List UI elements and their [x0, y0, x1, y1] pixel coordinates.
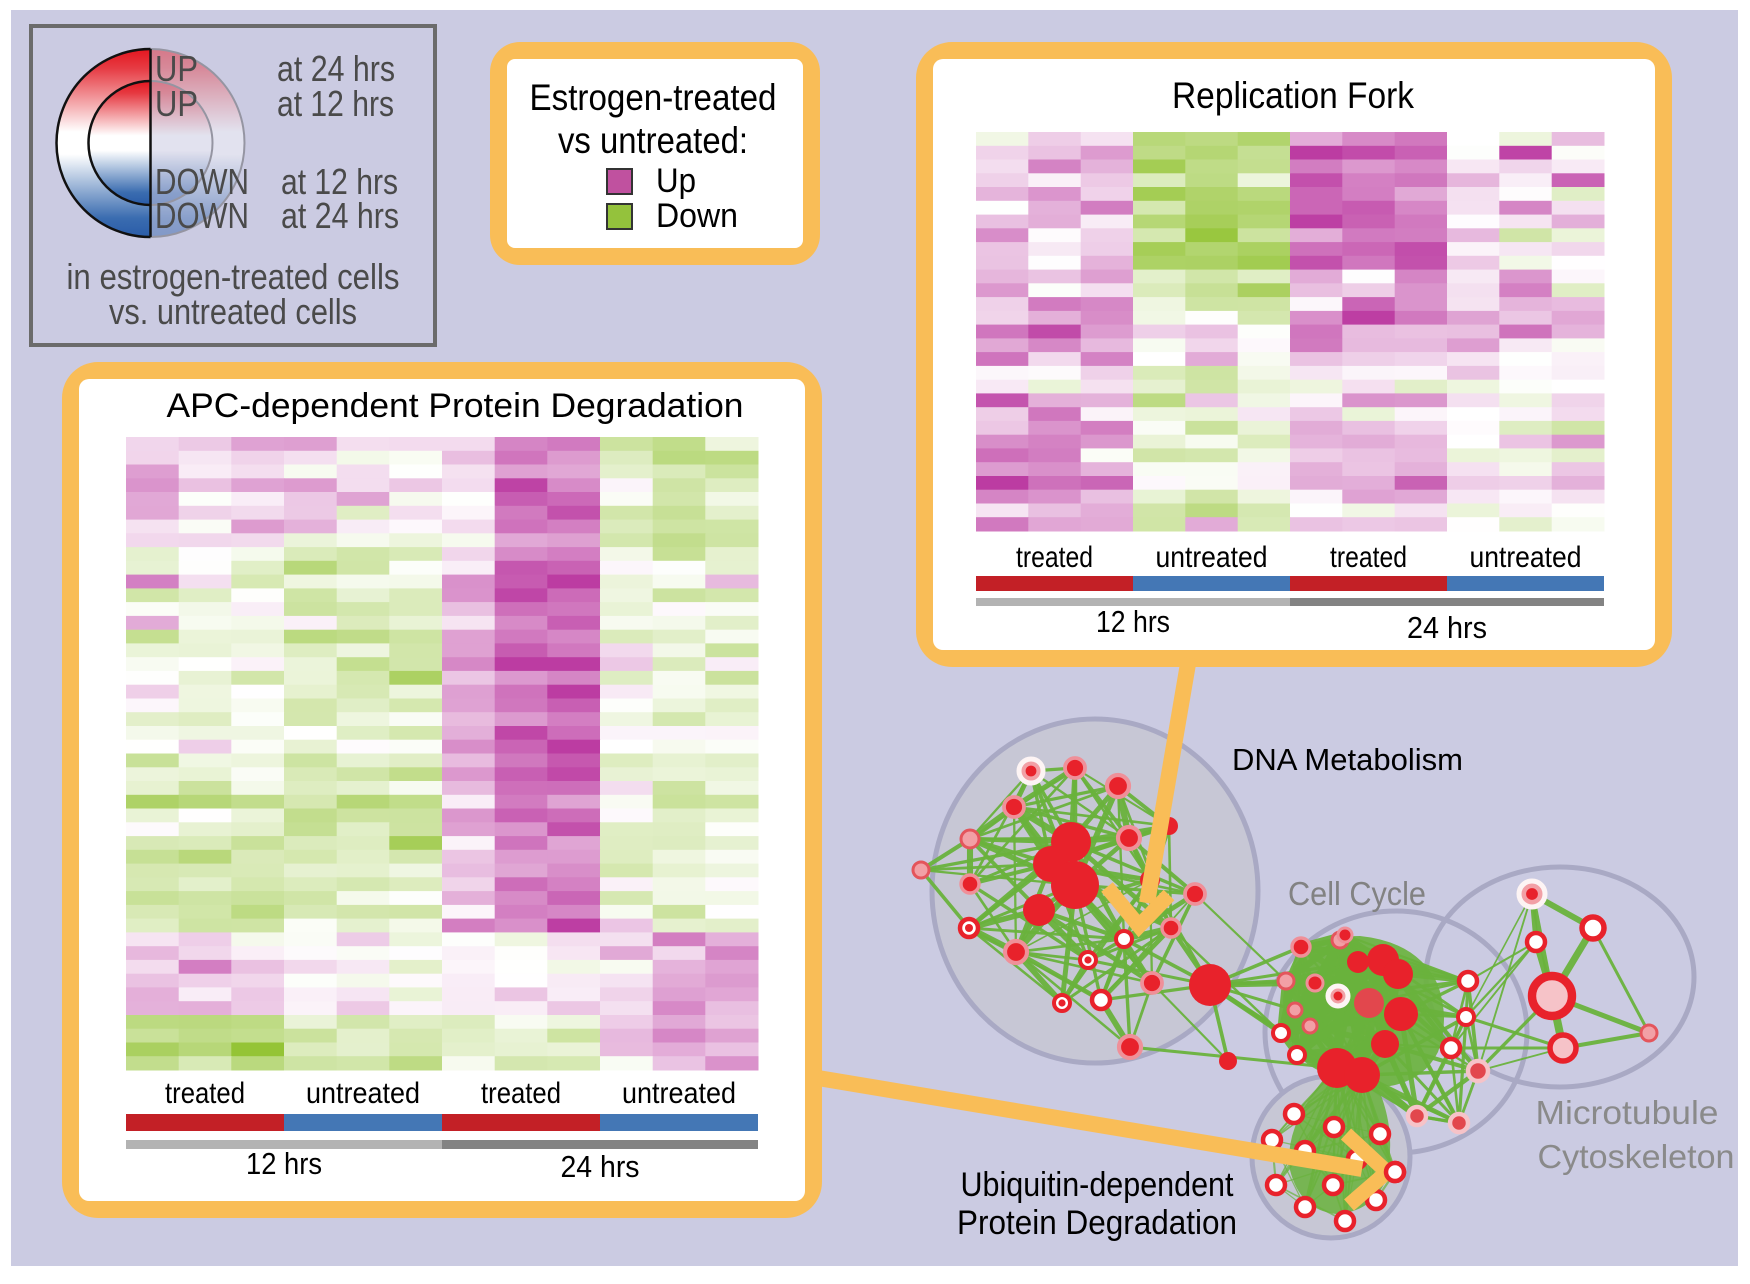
svg-text:treated: treated	[481, 1077, 561, 1110]
svg-text:24 hrs: 24 hrs	[1407, 610, 1487, 645]
svg-text:Replication Fork: Replication Fork	[1172, 75, 1414, 116]
svg-text:DNA Metabolism: DNA Metabolism	[1232, 742, 1463, 777]
svg-text:treated: treated	[165, 1077, 245, 1110]
svg-text:vs. untreated cells: vs. untreated cells	[109, 291, 357, 332]
svg-text:untreated: untreated	[306, 1077, 420, 1110]
svg-text:at 24 hrs: at 24 hrs	[281, 195, 399, 236]
svg-text:at 24 hrs: at 24 hrs	[277, 48, 395, 89]
svg-text:Down: Down	[656, 197, 738, 235]
svg-text:Cytoskeleton: Cytoskeleton	[1538, 1138, 1735, 1175]
svg-text:at 12 hrs: at 12 hrs	[277, 83, 394, 124]
svg-text:UP: UP	[155, 48, 198, 89]
svg-text:Estrogen-treated: Estrogen-treated	[530, 77, 777, 118]
svg-text:UP: UP	[155, 83, 198, 124]
svg-text:Microtubule: Microtubule	[1536, 1094, 1719, 1131]
svg-text:12 hrs: 12 hrs	[246, 1146, 322, 1181]
svg-text:Cell Cycle: Cell Cycle	[1288, 875, 1426, 912]
svg-text:Protein Degradation: Protein Degradation	[957, 1204, 1237, 1242]
svg-text:treated: treated	[1330, 541, 1407, 574]
svg-text:in estrogen-treated cells: in estrogen-treated cells	[67, 256, 400, 297]
svg-text:DOWN: DOWN	[155, 161, 249, 202]
svg-text:vs untreated:: vs untreated:	[558, 120, 748, 161]
svg-text:untreated: untreated	[1470, 541, 1582, 574]
svg-text:DOWN: DOWN	[155, 195, 249, 236]
svg-text:untreated: untreated	[622, 1077, 736, 1110]
svg-text:Ubiquitin-dependent: Ubiquitin-dependent	[961, 1166, 1234, 1204]
svg-text:12 hrs: 12 hrs	[1096, 604, 1170, 639]
svg-text:treated: treated	[1016, 541, 1093, 574]
svg-text:at 12 hrs: at 12 hrs	[281, 161, 398, 202]
svg-text:untreated: untreated	[1156, 541, 1268, 574]
svg-text:24 hrs: 24 hrs	[561, 1149, 640, 1184]
svg-text:APC-dependent Protein Degradat: APC-dependent Protein Degradation	[167, 387, 744, 425]
svg-text:Up: Up	[656, 162, 696, 200]
